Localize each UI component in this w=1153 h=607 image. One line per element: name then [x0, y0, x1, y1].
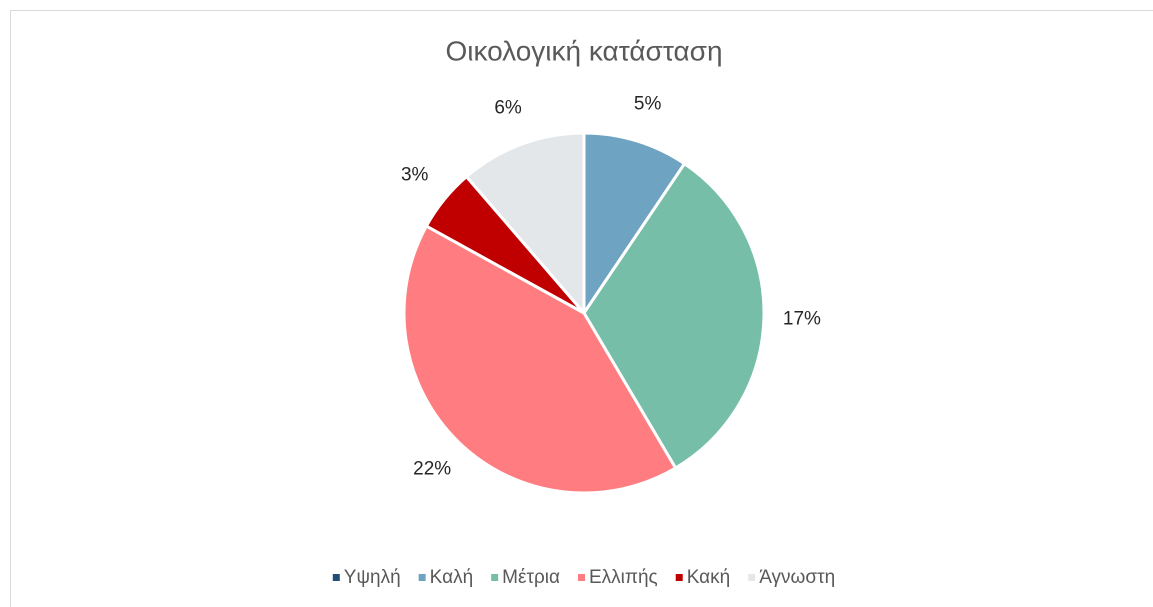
pie-slice — [582, 161, 766, 471]
data-label: 22% — [413, 458, 451, 479]
legend-label: Υψηλή — [344, 567, 401, 588]
legend-marker — [675, 574, 683, 581]
legend-marker — [418, 574, 426, 581]
legend-marker — [332, 574, 340, 581]
chart-title: Οικολογική κατάσταση — [445, 35, 722, 66]
legend-marker — [491, 574, 499, 581]
data-label: 3% — [401, 165, 429, 186]
legend-label: Άγνωστη — [759, 567, 835, 588]
legend-label: Μέτρια — [502, 567, 560, 588]
pie-slice — [402, 224, 678, 495]
data-label: 5% — [634, 94, 662, 115]
legend-label: Ελλιπής — [589, 567, 658, 588]
data-label: 17% — [783, 308, 821, 329]
legend-marker — [748, 574, 756, 581]
legend-label: Καλή — [430, 567, 474, 588]
data-label: 6% — [494, 98, 522, 119]
pie-slice — [582, 131, 687, 318]
legend-label: Κακή — [687, 567, 731, 588]
pie-slice — [464, 131, 586, 318]
legend-marker — [577, 574, 585, 581]
